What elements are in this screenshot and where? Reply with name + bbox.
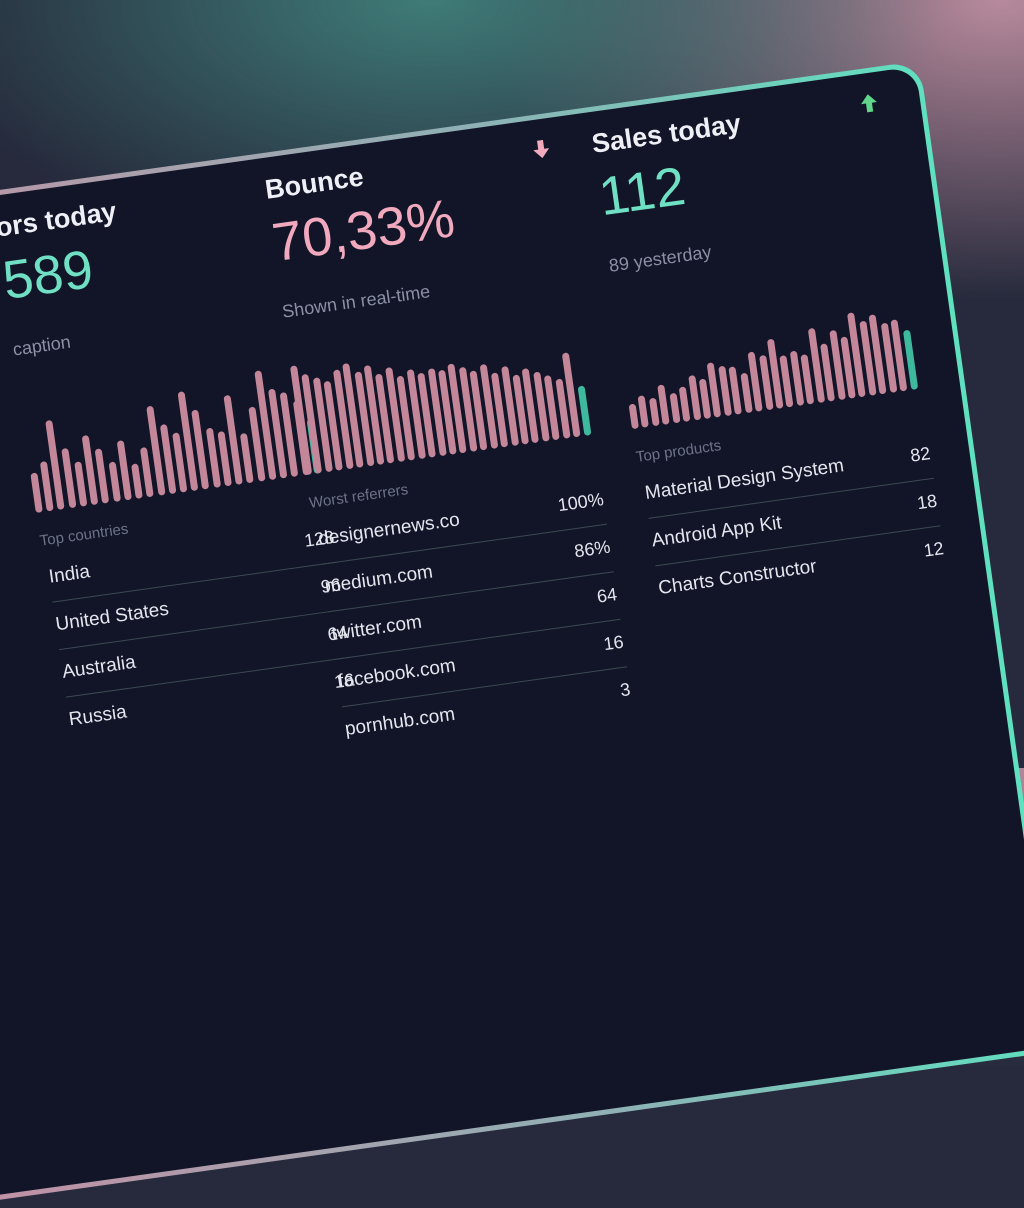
card-caption: 89 yesterday — [607, 241, 713, 276]
row-value: 18 — [915, 490, 939, 514]
row-label: medium.com — [323, 561, 435, 598]
row-label: India — [47, 561, 92, 588]
row-label: facebook.com — [336, 655, 457, 693]
bar — [678, 386, 691, 423]
bar-chart — [615, 265, 922, 430]
bar-chart — [19, 349, 326, 514]
bar-chart — [288, 311, 595, 476]
card-value: 589 — [0, 239, 97, 312]
row-label: Russia — [67, 701, 129, 731]
row-label: Android App Kit — [650, 512, 783, 552]
row-label: United States — [54, 598, 171, 636]
row-label: pornhub.com — [343, 703, 457, 741]
row-value: 100% — [556, 489, 605, 516]
card-title: Bounce — [263, 161, 366, 205]
bar — [657, 384, 670, 425]
row-label: designernews.co — [316, 509, 462, 550]
row-value: 64 — [595, 584, 619, 607]
bar — [669, 392, 681, 424]
list-title: Top products — [634, 437, 723, 466]
row-label: twitter.com — [330, 611, 424, 645]
row-value: 12 — [922, 538, 946, 561]
list-title: Top countries — [38, 520, 130, 550]
row-value: 16 — [602, 631, 625, 655]
bar — [648, 397, 660, 427]
card-caption: Shown in real-time — [280, 281, 432, 322]
row-value: 82 — [909, 443, 932, 466]
down-arrow-icon — [533, 139, 550, 159]
card-caption: caption — [11, 331, 72, 360]
bar — [108, 461, 121, 503]
row-value: 86% — [573, 536, 612, 562]
row-label: Australia — [60, 651, 138, 683]
card-title: Sales today — [589, 108, 743, 159]
card-value: 112 — [595, 155, 689, 228]
bar — [131, 463, 143, 499]
dashboard-panel: ors today 589 caption Top countries India 12 8… — [0, 60, 1024, 1208]
card-title: ors today — [0, 196, 119, 243]
bar — [637, 395, 650, 428]
up-arrow-icon — [861, 94, 877, 113]
